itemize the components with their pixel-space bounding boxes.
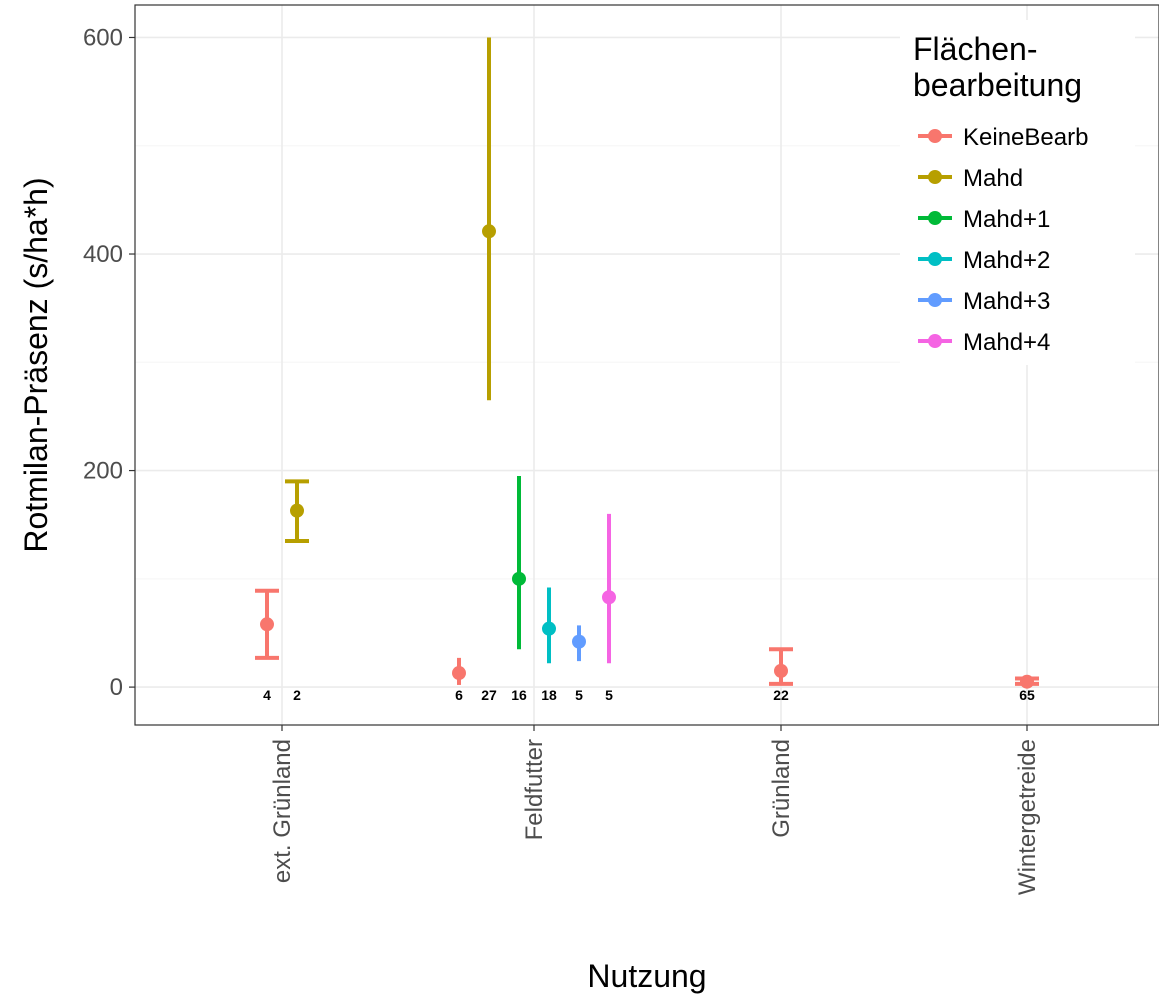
data-point-group — [285, 479, 309, 543]
legend-item: KeineBearb — [918, 124, 1088, 151]
count-label: 22 — [773, 687, 789, 703]
data-point — [1020, 674, 1034, 689]
y-axis: 0 200 400 600 — [83, 24, 135, 701]
legend-label: Mahd+3 — [963, 288, 1050, 315]
legend-title: bearbeitung — [913, 67, 1082, 103]
data-point-group — [572, 625, 586, 662]
data-point — [602, 590, 616, 605]
x-axis-title: Nutzung — [587, 958, 706, 994]
data-point — [542, 621, 556, 636]
data-point-group — [769, 647, 793, 686]
data-point — [774, 663, 788, 678]
x-tick-label: Wintergetreide — [1014, 739, 1041, 895]
legend-key-point — [928, 252, 942, 266]
legend-key-point — [928, 170, 942, 184]
x-tick-label: Grünland — [768, 739, 795, 838]
legend-key-point — [928, 293, 942, 307]
legend-key-point — [928, 129, 942, 143]
count-labels: 4 6 22 65 2 27 16 18 5 5 — [263, 687, 1035, 703]
legend-item: Mahd+1 — [918, 206, 1050, 233]
data-point-group — [482, 37, 496, 401]
legend-item: Mahd — [918, 165, 1023, 192]
legend-label: Mahd+1 — [963, 206, 1050, 233]
data-marks — [255, 37, 1039, 689]
data-point-group — [1015, 674, 1039, 689]
y-tick-label: 400 — [83, 241, 123, 268]
legend-label: Mahd — [963, 165, 1023, 192]
count-label: 2 — [293, 687, 301, 703]
data-point — [512, 571, 526, 586]
count-label: 6 — [455, 687, 463, 703]
legend-background — [900, 20, 1135, 365]
data-point — [260, 617, 274, 632]
count-label: 65 — [1019, 687, 1035, 703]
legend-title: Flächen- — [913, 31, 1038, 67]
y-tick-label: 0 — [110, 674, 123, 701]
count-label: 5 — [605, 687, 613, 703]
data-point-group — [452, 657, 466, 685]
data-point — [452, 666, 466, 681]
legend-item: Mahd+3 — [918, 288, 1050, 315]
data-point — [482, 224, 496, 239]
legend: Flächen-bearbeitung KeineBearb Mahd Mahd+1 M… — [900, 20, 1135, 365]
legend-label: KeineBearb — [963, 124, 1088, 151]
x-tick-label: Feldfutter — [521, 739, 548, 840]
data-point-group — [512, 475, 526, 650]
y-axis-title: Rotmilan-Präsenz (s/ha*h) — [18, 177, 54, 552]
panel-border — [134, 4, 1159, 726]
legend-item: Mahd+4 — [918, 329, 1050, 356]
data-point — [572, 634, 586, 649]
data-point — [290, 503, 304, 518]
count-label: 5 — [575, 687, 583, 703]
data-point-group — [255, 588, 279, 660]
legend-label: Mahd+2 — [963, 247, 1050, 274]
count-label: 4 — [263, 687, 271, 703]
legend-key-point — [928, 334, 942, 348]
legend-label: Mahd+4 — [963, 329, 1050, 356]
legend-item: Mahd+2 — [918, 247, 1050, 274]
count-label: 18 — [541, 687, 557, 703]
y-tick-label: 200 — [83, 458, 123, 485]
y-tick-label: 600 — [83, 24, 123, 51]
x-axis: ext. Grünland Feldfutter Grünland Winterget… — [269, 725, 1041, 895]
data-point-group — [602, 513, 616, 664]
count-label: 27 — [481, 687, 497, 703]
count-label: 16 — [511, 687, 527, 703]
data-point-group — [542, 587, 556, 664]
x-tick-label: ext. Grünland — [269, 739, 296, 883]
legend-key-point — [928, 211, 942, 225]
